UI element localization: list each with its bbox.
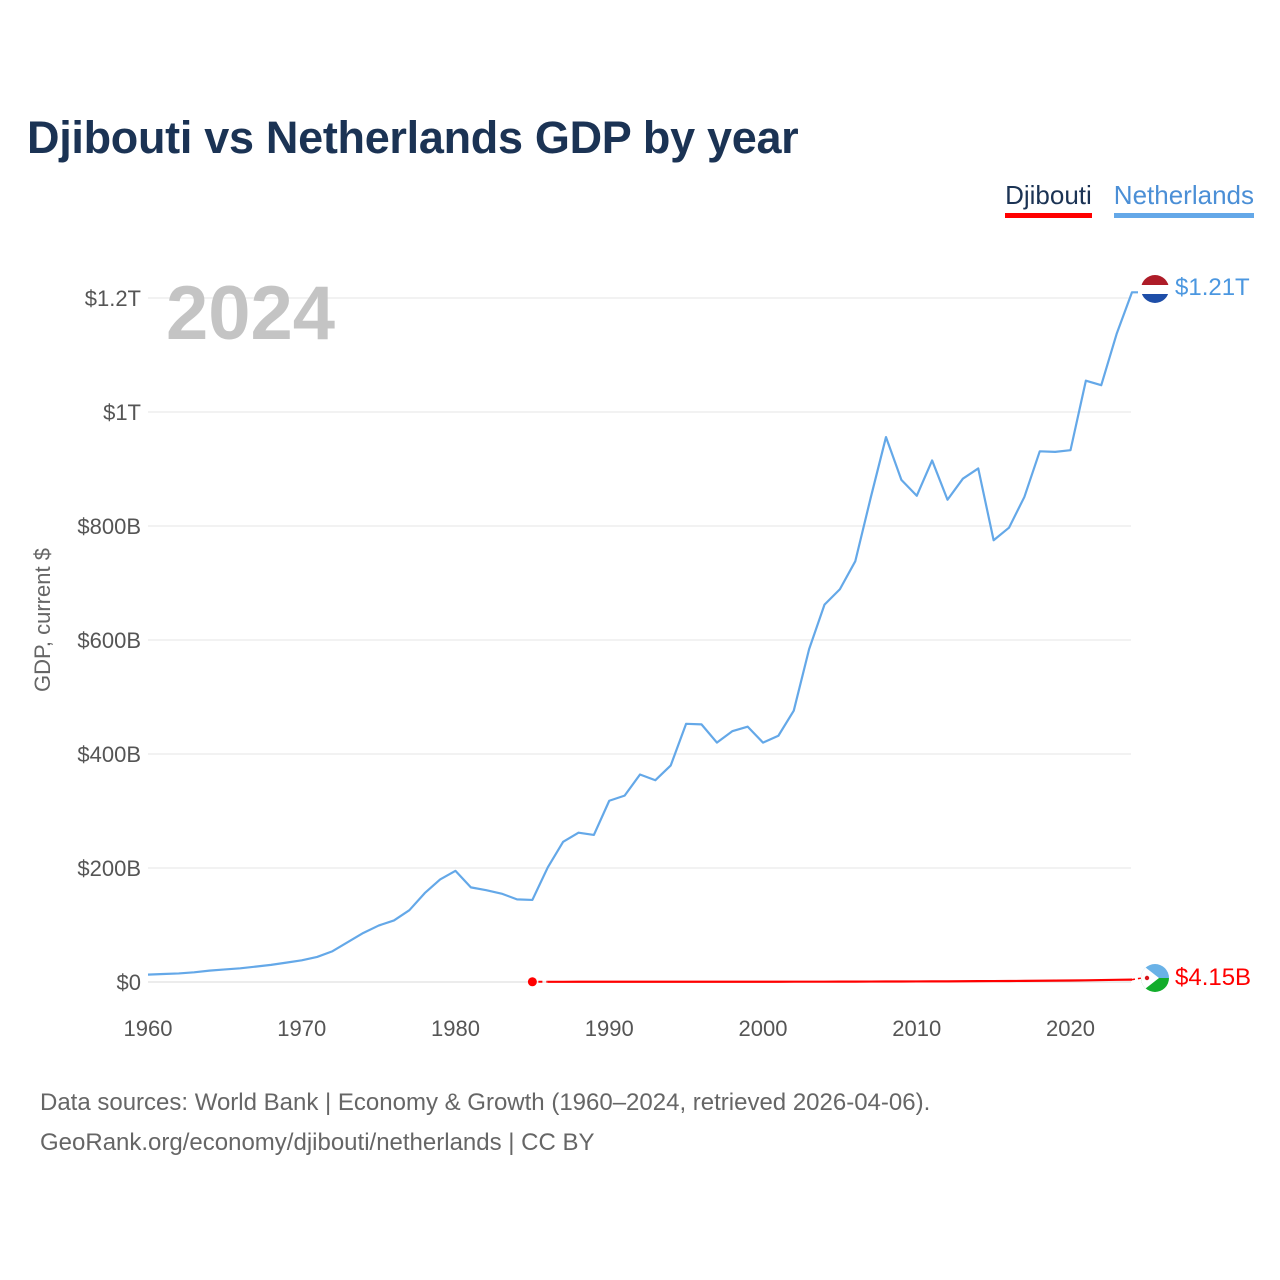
y-tick-label: $1T — [103, 400, 141, 425]
legend-djibouti[interactable]: Djibouti — [1005, 180, 1092, 218]
x-tick-label: 1960 — [124, 1016, 173, 1041]
series-netherlands — [147, 291, 1138, 976]
djibouti-flag-icon — [1141, 964, 1169, 992]
footer-attribution[interactable]: GeoRank.org/economy/djibouti/netherlands… — [40, 1129, 595, 1156]
legend-netherlands[interactable]: Netherlands — [1113, 180, 1254, 218]
series-djibouti — [527, 977, 1143, 987]
y-axis-label: GDP, current $ — [30, 548, 55, 692]
netherlands-end-label: $1.21T — [1175, 274, 1250, 301]
x-tick-label: 1980 — [431, 1016, 480, 1041]
line-djibouti[interactable] — [547, 978, 1133, 983]
djibouti-end-label: $4.15B — [1175, 964, 1251, 991]
y-tick-label: $0 — [117, 970, 141, 995]
end-connector-djibouti — [1131, 977, 1143, 981]
x-tick-label: 1990 — [585, 1016, 634, 1041]
footer-sources: Data sources: World Bank | Economy & Gro… — [40, 1089, 931, 1116]
line-netherlands[interactable] — [147, 291, 1138, 976]
y-axis-ticks: $0 $200B $400B $600B $800B $1T $1.2T — [77, 286, 141, 995]
x-axis-ticks: 1960 1970 1980 1990 2000 2010 2020 — [124, 1016, 1095, 1041]
start-point-djibouti[interactable] — [527, 977, 537, 987]
y-tick-label: $200B — [77, 856, 141, 881]
series — [147, 291, 1143, 987]
grid-lines — [148, 297, 1131, 983]
y-tick-label: $600B — [77, 628, 141, 653]
y-tick-label: $1.2T — [85, 286, 141, 311]
x-tick-label: 2020 — [1046, 1016, 1095, 1041]
y-tick-label: $400B — [77, 742, 141, 767]
legend: Djibouti Netherlands — [1005, 180, 1254, 218]
x-tick-label: 2010 — [892, 1016, 941, 1041]
netherlands-flag-icon — [1141, 275, 1169, 303]
year-watermark: 2024 — [166, 271, 335, 356]
chart-title: Djibouti vs Netherlands GDP by year — [27, 112, 799, 163]
y-tick-label: $800B — [77, 514, 141, 539]
footer: Data sources: World Bank | Economy & Gro… — [40, 1083, 930, 1163]
gdp-line-chart: $0$200B$400B$600B$800B$1T$1.2T 1960 1970 1… — [30, 271, 1251, 1041]
x-tick-label: 2000 — [739, 1016, 788, 1041]
x-tick-label: 1970 — [277, 1016, 326, 1041]
